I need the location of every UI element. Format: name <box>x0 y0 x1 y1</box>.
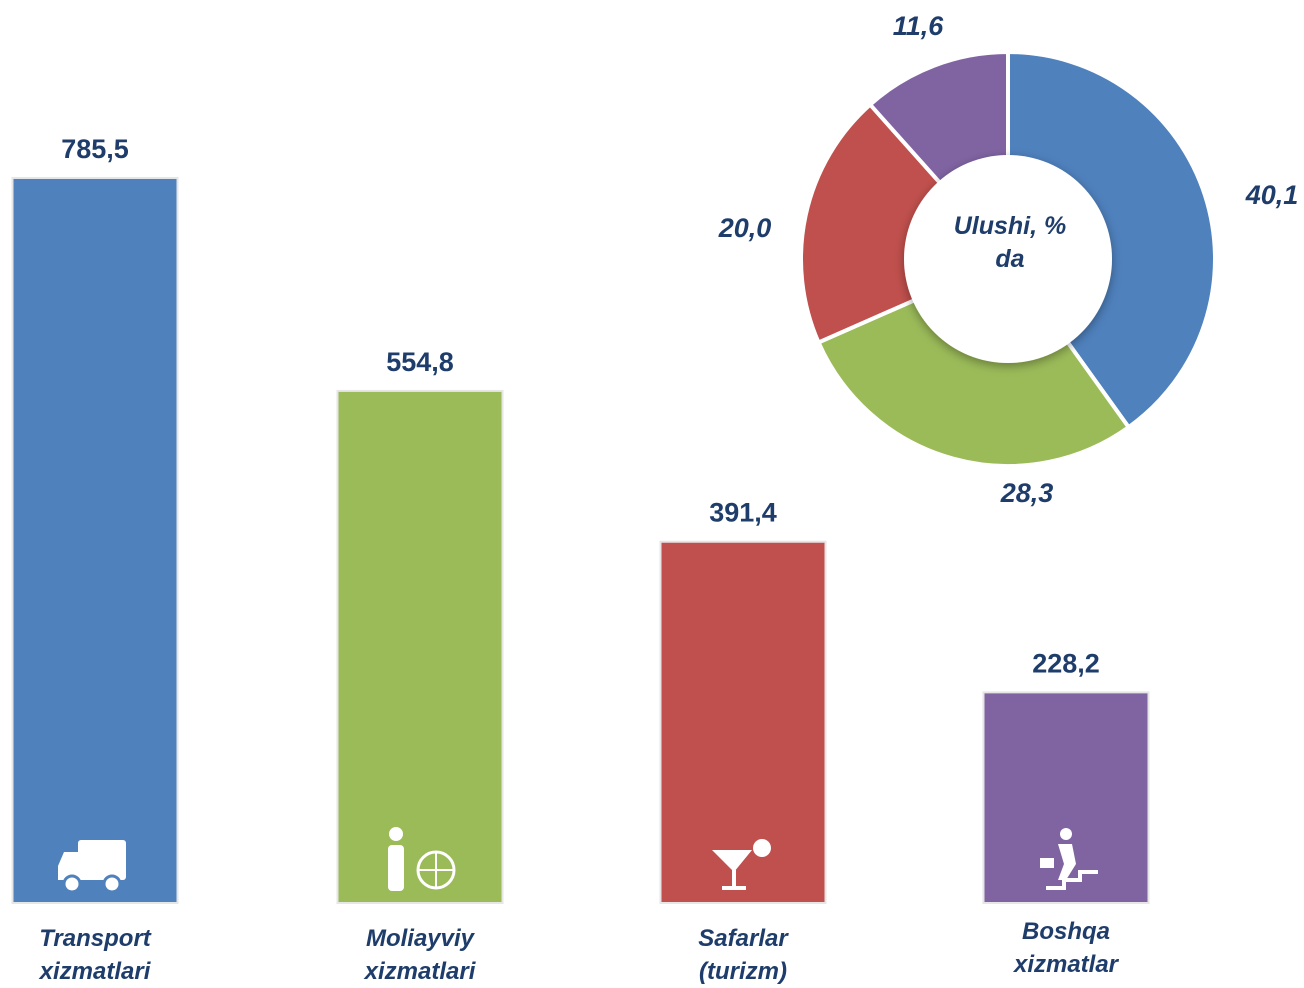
stairs-icon <box>1040 828 1098 890</box>
donut-slice <box>799 102 1010 345</box>
category-label: Transport xizmatlari <box>39 925 151 985</box>
bar <box>11 176 179 904</box>
icons <box>58 827 1098 894</box>
finance-icon <box>388 827 456 891</box>
value-label: 391,4 <box>709 498 777 528</box>
cocktail-icon <box>712 839 771 890</box>
slice-label: 20,0 <box>718 213 772 243</box>
category-label: Safarlar (turizm) <box>698 925 788 985</box>
category-label: Boshqa xizmatlar <box>1013 918 1119 978</box>
donut-chart: 40,1 28,3 20,0 11,6 <box>718 11 1299 508</box>
value-label: 228,2 <box>1032 648 1100 678</box>
donut-slice <box>1006 50 1217 430</box>
bar <box>336 389 504 904</box>
value-label: 554,8 <box>386 347 454 377</box>
slice-label: 40,1 <box>1245 180 1299 210</box>
bar-chart: 785,5 554,8 391,4 228,2 <box>11 134 1150 904</box>
donut-hole <box>904 155 1112 363</box>
bar <box>659 540 827 904</box>
truck-icon <box>58 840 126 894</box>
donut-center-label: Ulushi, % da <box>953 212 1067 273</box>
slice-label: 28,3 <box>1000 478 1054 508</box>
donut-slice <box>816 257 1131 468</box>
slice-label: 11,6 <box>893 11 945 41</box>
category-label: Moliayviy xizmatlari <box>364 925 476 985</box>
value-label: 785,5 <box>61 134 129 164</box>
